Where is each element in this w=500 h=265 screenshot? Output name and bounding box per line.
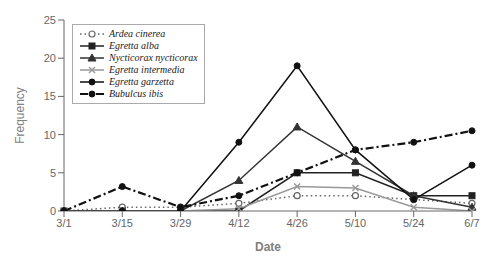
svg-text:6/7: 6/7 <box>464 217 479 229</box>
svg-text:3/15: 3/15 <box>112 217 133 229</box>
svg-text:3/29: 3/29 <box>170 217 191 229</box>
svg-text:5/24: 5/24 <box>403 217 424 229</box>
svg-text:Frequency: Frequency <box>13 87 27 144</box>
svg-text:20: 20 <box>44 52 56 64</box>
html-text:Ardea cinerea: Ardea cinerea <box>109 28 166 39</box>
svg-text:5: 5 <box>50 167 56 179</box>
svg-text:5/10: 5/10 <box>345 217 366 229</box>
html-text:Egretta intermedia: Egretta intermedia <box>109 64 185 75</box>
html-text:Egretta alba: Egretta alba <box>109 40 159 51</box>
html-text:Egretta garzetta: Egretta garzetta <box>109 76 174 87</box>
html-text:Bubulcus ibis: Bubulcus ibis <box>109 88 164 99</box>
svg-text:4/26: 4/26 <box>286 217 307 229</box>
svg-text:4/12: 4/12 <box>228 217 249 229</box>
svg-text:0: 0 <box>50 205 56 217</box>
svg-text:10: 10 <box>44 129 56 141</box>
html-text:Nycticorax nycticorax: Nycticorax nycticorax <box>109 52 198 63</box>
svg-text:3/1: 3/1 <box>56 217 71 229</box>
svg-text:25: 25 <box>44 14 56 26</box>
svg-text:15: 15 <box>44 90 56 102</box>
svg-text:Date: Date <box>255 240 281 254</box>
